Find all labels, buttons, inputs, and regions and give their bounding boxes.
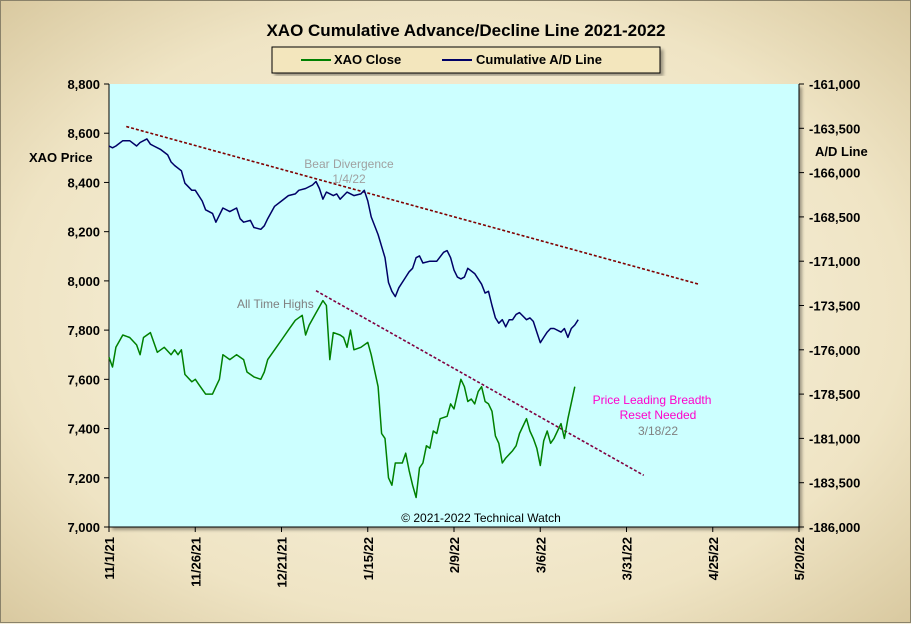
- chart-title: XAO Cumulative Advance/Decline Line 2021…: [266, 21, 665, 40]
- right-tick-label: -173,500: [809, 299, 860, 314]
- right-tick-label: -166,000: [809, 166, 860, 181]
- annotation-all-time-highs: All Time Highs: [237, 297, 314, 311]
- right-tick-label: -186,000: [809, 520, 860, 535]
- left-tick-label: 8,200: [67, 225, 100, 240]
- series-lines: [108, 138, 579, 499]
- right-tick-label: -181,000: [809, 431, 860, 446]
- x-tick-label: 11/26/21: [188, 537, 203, 587]
- right-axis-title: A/D Line: [815, 144, 868, 159]
- left-tick-label: 8,400: [67, 175, 100, 190]
- legend-label-ad-line: Cumulative A/D Line: [476, 52, 602, 67]
- left-tick-label: 7,000: [67, 520, 100, 535]
- annotation-price-leading-breadth: Price Leading Breadth: [593, 393, 712, 407]
- right-tick-label: -171,000: [809, 254, 860, 269]
- right-tick-label: -168,500: [809, 210, 860, 225]
- x-tick-label: 1/15/22: [361, 537, 376, 580]
- x-tick-label: 2/9/22: [447, 537, 462, 573]
- plot-area: [109, 84, 799, 527]
- left-tick-label: 8,800: [67, 77, 100, 92]
- annotations: Bear Divergence 1/4/22 All Time Highs Pr…: [237, 157, 711, 525]
- left-axis-ticks: 8,800 8,600 8,400 8,200 8,000 7,800 7,600 7,400…: [67, 77, 109, 535]
- annotation-bear-divergence-date: 1/4/22: [332, 172, 366, 186]
- series-line-xao-close: [108, 299, 576, 499]
- trendlines: [126, 125, 700, 477]
- left-tick-label: 7,400: [67, 422, 100, 437]
- annotation-bear-divergence: Bear Divergence: [304, 157, 394, 171]
- x-tick-label: 11/1/21: [102, 537, 117, 580]
- trendline-1: [126, 125, 700, 286]
- left-tick-label: 8,000: [67, 274, 100, 289]
- right-axis-ticks: -161,000 -163,500 -166,000 -168,500 -171,000…: [799, 77, 860, 535]
- right-tick-label: -176,000: [809, 343, 860, 358]
- trendline-2: [315, 290, 645, 477]
- left-tick-label: 7,600: [67, 372, 100, 387]
- series-line-cumulative-ad: [108, 138, 579, 344]
- x-tick-label: 4/25/22: [706, 537, 721, 580]
- copyright-note: © 2021-2022 Technical Watch: [401, 511, 561, 525]
- x-tick-label: 3/31/22: [620, 537, 635, 580]
- right-tick-label: -183,500: [809, 476, 860, 491]
- x-axis-ticks: 11/1/21 11/26/21 12/21/21 1/15/22 2/9/22 3/6/…: [102, 527, 807, 588]
- x-tick-label: 5/20/22: [792, 537, 807, 580]
- annotation-reset-needed: Reset Needed: [620, 408, 697, 422]
- left-tick-label: 7,800: [67, 323, 100, 338]
- left-axis-title: XAO Price: [29, 150, 93, 165]
- left-tick-label: 8,600: [67, 126, 100, 141]
- legend-label-xao-close: XAO Close: [334, 52, 401, 67]
- annotation-date-3-18-22: 3/18/22: [638, 424, 678, 438]
- legend: XAO Close Cumulative A/D Line: [271, 46, 661, 74]
- right-tick-label: -161,000: [809, 77, 860, 92]
- right-tick-label: -163,500: [809, 121, 860, 136]
- right-tick-label: -178,500: [809, 387, 860, 402]
- left-tick-label: 7,200: [67, 471, 100, 486]
- x-tick-label: 12/21/21: [275, 537, 290, 588]
- x-tick-label: 3/6/22: [533, 537, 548, 573]
